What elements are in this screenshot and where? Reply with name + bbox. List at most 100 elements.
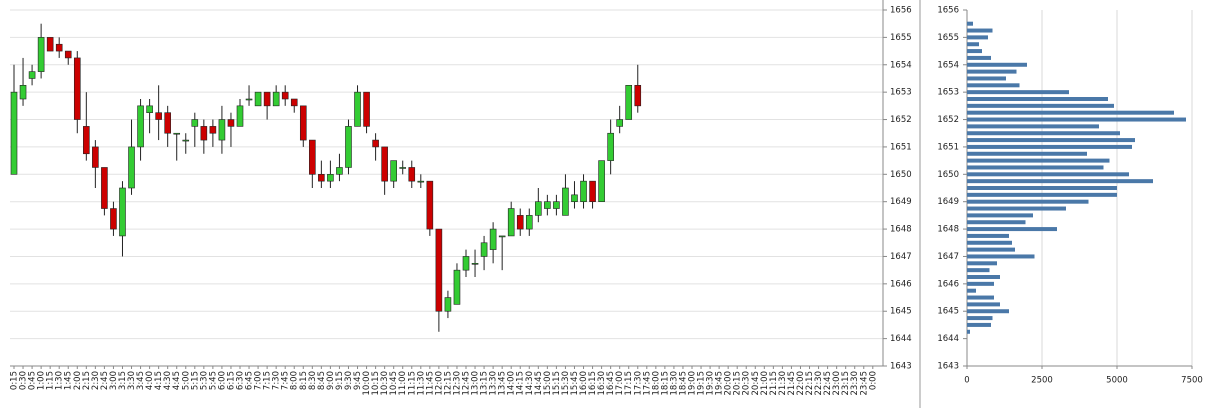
volume-bar: [967, 192, 1117, 197]
y-tick-label: 1655: [937, 33, 959, 43]
candle-body: [363, 91, 370, 127]
volume-bar: [967, 117, 1186, 122]
x-tick-label: 15:45: [570, 371, 580, 396]
y-tick-label: 1644: [890, 334, 912, 344]
candle-body: [453, 269, 461, 305]
candle-body: [164, 112, 171, 134]
candle-body: [254, 91, 262, 107]
y-tick-label: 1646: [890, 279, 912, 289]
x-tick-label: 23:00: [832, 371, 842, 396]
candle-body: [209, 126, 217, 134]
x-tick-label: 10:00: [362, 371, 372, 396]
y-tick-label: 1650: [937, 170, 959, 180]
x-tick-label: 22:00: [796, 371, 806, 396]
y-tick-label: 1650: [890, 170, 912, 180]
volume-bar: [967, 144, 1132, 149]
volume-bar: [967, 62, 1027, 67]
y-tick-label: 1653: [937, 88, 959, 98]
candle-body: [155, 112, 162, 120]
y-tick-label: 1654: [937, 60, 959, 70]
candle-body: [309, 139, 316, 175]
volume-bar: [967, 227, 1057, 232]
x-tick-label: 14:00: [507, 371, 517, 396]
volume-bar: [967, 158, 1110, 163]
x-tick-label: 11:30: [416, 371, 426, 396]
x-tick-label: 9:00: [326, 371, 336, 390]
y-tick-label: 1653: [890, 88, 912, 98]
x-tick-label: 0:00: [868, 371, 878, 390]
x-tick-label: 8:15: [299, 371, 309, 390]
x-tick-label: 0:45: [28, 371, 38, 390]
volume-bar: [967, 35, 988, 40]
volume-bar: [967, 186, 1117, 190]
x-tick-label: 18:00: [651, 371, 661, 396]
x-tick-label: 5:30: [199, 371, 209, 390]
x-tick-label: 3:45: [136, 371, 146, 390]
x-tick-label: 17:15: [624, 371, 634, 396]
x-tick-label: 10:45: [389, 371, 399, 396]
x-tick-label: 21:45: [787, 371, 797, 396]
x-tick-label: 6:15: [226, 371, 236, 390]
y-tick-label: 1648: [890, 225, 912, 235]
candle-body: [73, 57, 81, 120]
candle-body: [327, 174, 334, 182]
y-tick-label: 1649: [890, 197, 912, 207]
candle-body: [318, 174, 325, 182]
x-tick-label: 5:45: [208, 371, 218, 390]
x-tick-label: 21:00: [760, 371, 770, 396]
y-tick-label: 1656: [890, 6, 912, 16]
x-tick-label: 22:30: [814, 371, 824, 396]
x-tick-label: 8:00: [290, 371, 300, 390]
candle-body: [182, 139, 190, 142]
volume-bar: [967, 42, 979, 47]
candle-body: [227, 119, 235, 127]
x-tick-label: 7:45: [281, 371, 291, 390]
volume-bar: [967, 288, 976, 293]
candle-body: [525, 215, 533, 230]
x-tick-label: 14:45: [534, 371, 544, 396]
x-tick-label: 13:15: [480, 371, 490, 396]
x-tick-label: 20:00: [724, 371, 734, 396]
x-tick-label: 3:00: [109, 371, 119, 390]
x-tick-label: 18:30: [669, 371, 679, 396]
y-tick-label: 1656: [937, 6, 959, 16]
volume-bar: [967, 69, 1017, 74]
candle-body: [290, 98, 298, 107]
candle-body: [571, 194, 578, 202]
candle-body: [64, 50, 72, 59]
candle-body: [616, 119, 623, 127]
x-tick-label: 2:00: [73, 371, 83, 390]
volume-bar: [967, 329, 970, 334]
volume-bar: [967, 295, 994, 300]
volume-bar: [967, 110, 1174, 115]
x-tick-label: 13:30: [489, 371, 499, 396]
x-tick-label: 12:30: [452, 371, 462, 396]
y-tick-label: 1647: [937, 252, 959, 262]
y-tick-label: 1652: [890, 115, 912, 125]
x-tick-label: 22:45: [823, 371, 833, 396]
volume-bar: [967, 172, 1129, 177]
x-tick-label: 0: [964, 376, 969, 386]
volume-bar: [967, 213, 1033, 218]
x-tick-label: 5:00: [181, 371, 191, 390]
x-tick-label: 20:15: [733, 371, 743, 396]
candle-body: [598, 160, 605, 202]
x-tick-label: 1:15: [46, 371, 56, 390]
candle-body: [381, 146, 388, 182]
candle-body: [399, 167, 407, 169]
candle-body: [299, 105, 307, 141]
x-tick-label: 7500: [1181, 376, 1203, 386]
x-tick-label: 19:45: [715, 371, 725, 396]
x-tick-label: 16:30: [597, 371, 607, 396]
y-tick-label: 1651: [890, 142, 912, 152]
x-tick-label: 7:30: [272, 371, 282, 390]
volume-bar: [967, 124, 1099, 129]
candle-body: [110, 208, 117, 230]
candle-body: [119, 187, 126, 237]
candle-body: [236, 105, 244, 127]
y-tick-label: 1655: [890, 33, 912, 43]
candle-body: [553, 201, 560, 209]
candle-body: [435, 228, 443, 312]
x-tick-label: 9:45: [353, 371, 363, 390]
